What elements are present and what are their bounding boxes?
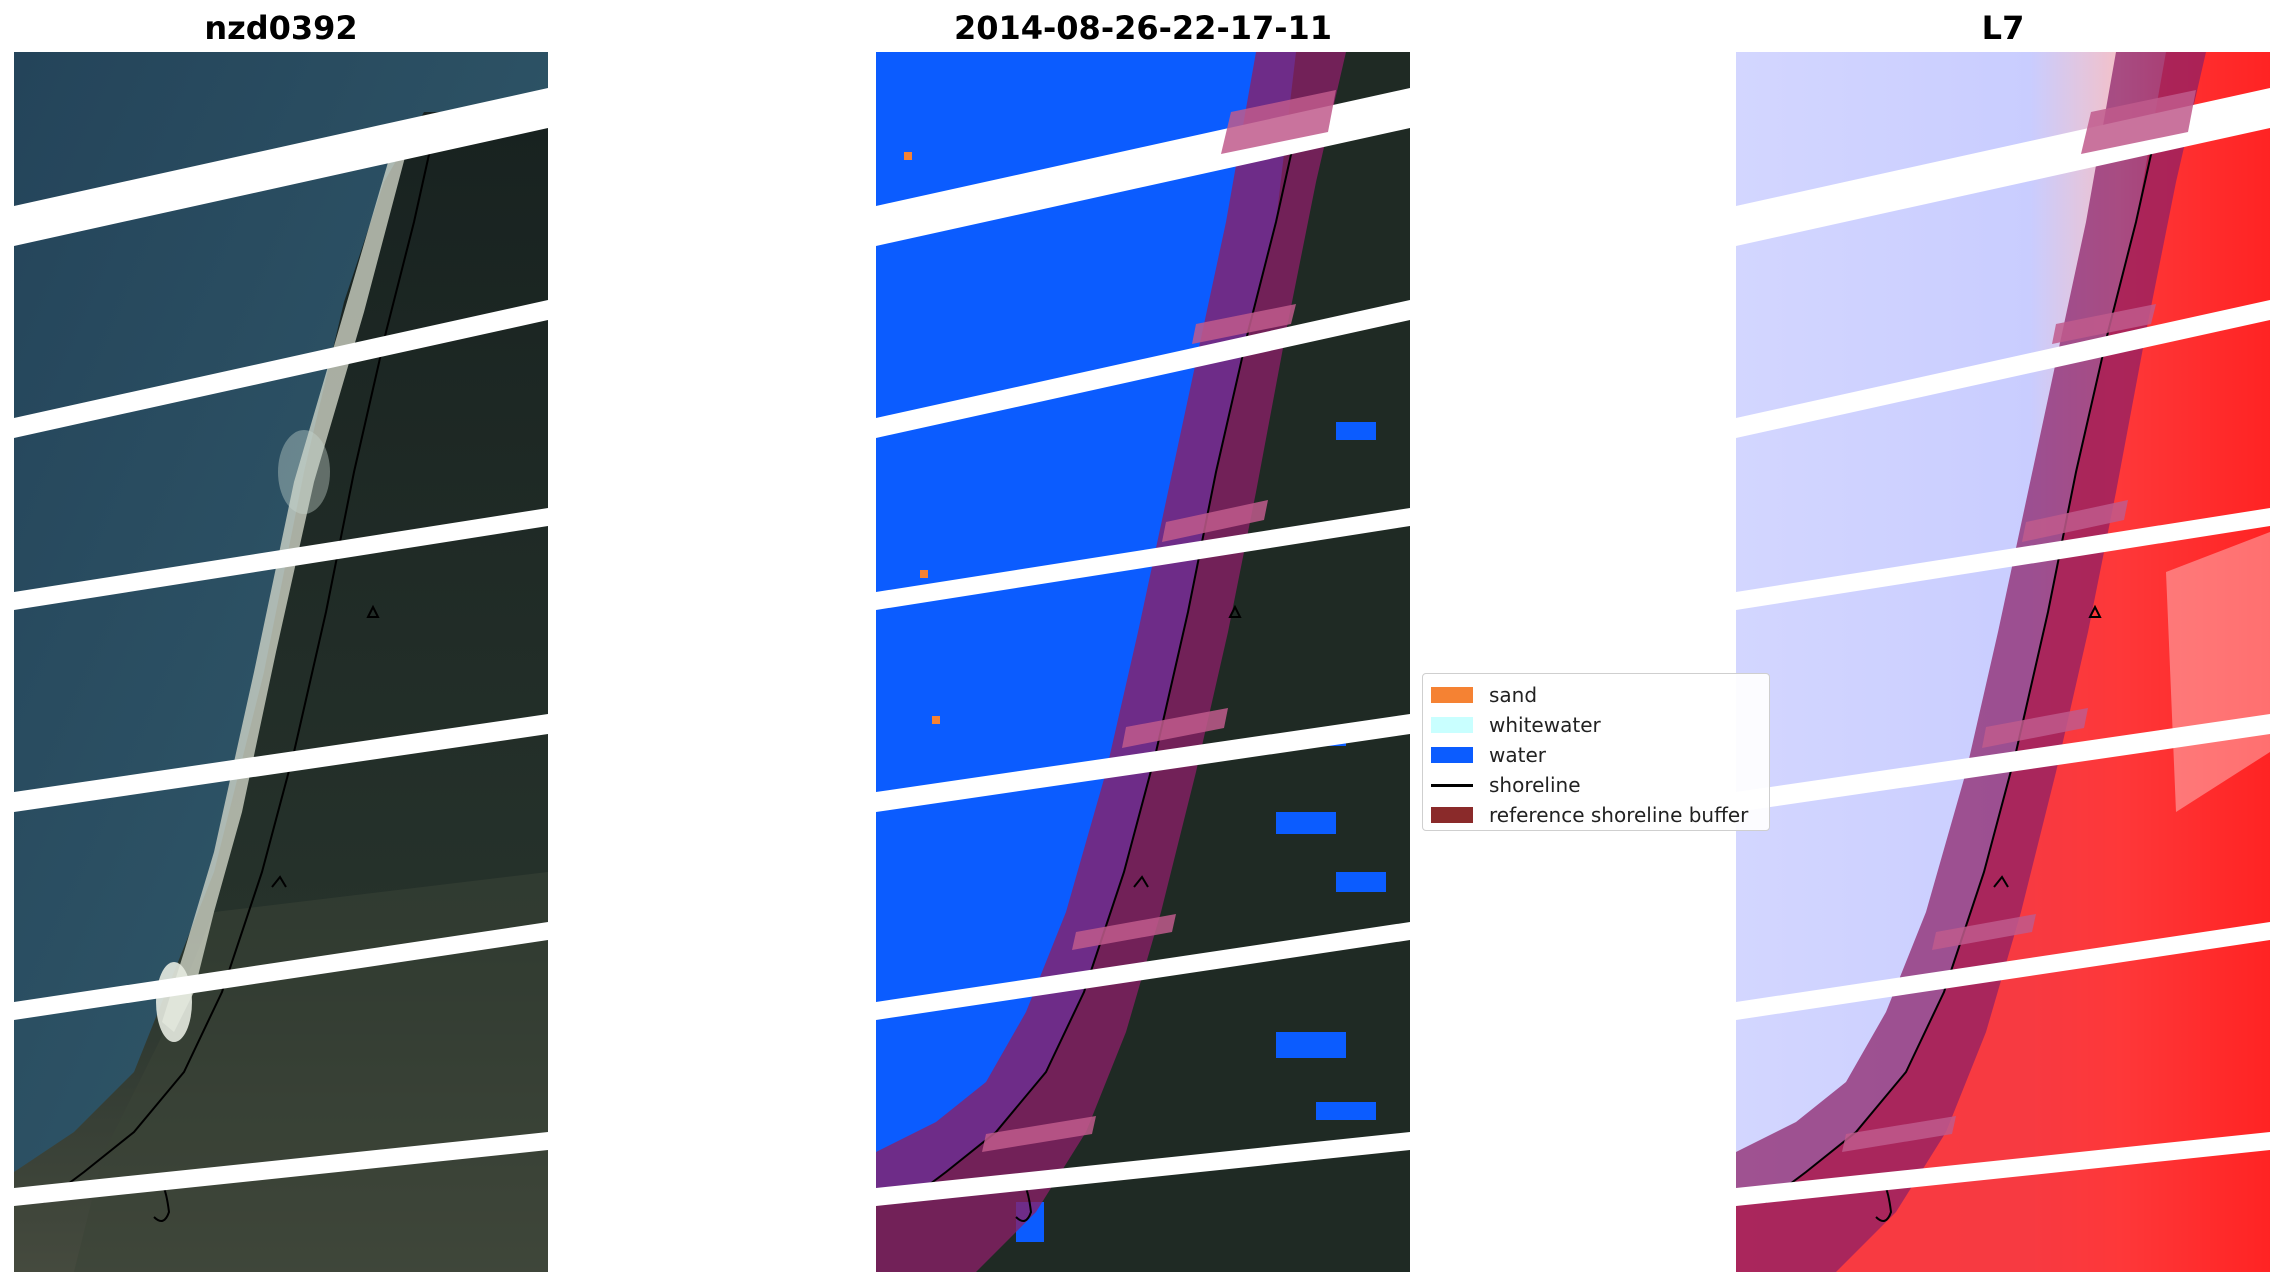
legend: sand whitewater water shoreline referenc… <box>1422 673 1770 831</box>
rgb-satellite-image <box>14 52 548 1272</box>
legend-swatch-whitewater <box>1431 717 1473 733</box>
legend-label: sand <box>1489 683 1538 707</box>
legend-item-water: water <box>1431 740 1761 770</box>
legend-item-reference-shoreline-buffer: reference shoreline buffer <box>1431 800 1761 830</box>
legend-swatch-water <box>1431 747 1473 763</box>
panel-title-mndwi: L7 <box>1981 9 2025 47</box>
legend-swatch-sand <box>1431 687 1473 703</box>
legend-label: whitewater <box>1489 713 1601 737</box>
panel-title-rgb: nzd0392 <box>204 9 358 47</box>
mndwi-image <box>1736 52 2270 1272</box>
legend-label: reference shoreline buffer <box>1489 803 1749 827</box>
legend-item-shoreline: shoreline <box>1431 770 1761 800</box>
legend-item-whitewater: whitewater <box>1431 710 1761 740</box>
legend-item-sand: sand <box>1431 680 1761 710</box>
classified-image <box>876 52 1410 1272</box>
legend-swatch-buffer <box>1431 807 1473 823</box>
legend-line-shoreline <box>1431 783 1473 787</box>
panel-title-classified: 2014-08-26-22-17-11 <box>953 9 1333 47</box>
legend-label: water <box>1489 743 1546 767</box>
legend-label: shoreline <box>1489 773 1581 797</box>
